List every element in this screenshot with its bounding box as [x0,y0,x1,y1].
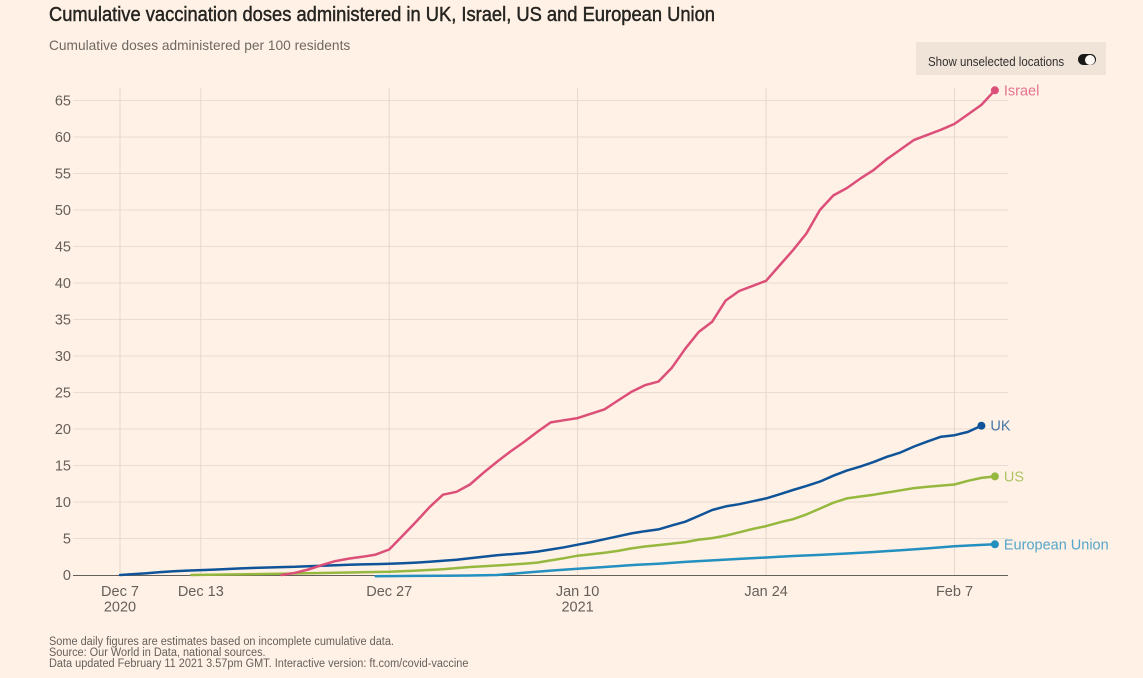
svg-text:20: 20 [55,422,71,438]
svg-text:Jan 24: Jan 24 [744,584,788,600]
svg-text:45: 45 [55,240,71,256]
svg-text:35: 35 [55,313,71,329]
svg-text:65: 65 [55,94,71,110]
svg-text:10: 10 [55,495,71,511]
svg-text:15: 15 [55,459,71,475]
svg-text:Dec 27: Dec 27 [366,584,412,600]
svg-text:40: 40 [55,276,71,292]
svg-text:50: 50 [55,203,71,219]
svg-text:2020: 2020 [104,600,136,616]
svg-text:US: US [1004,469,1024,485]
svg-text:25: 25 [55,386,71,402]
svg-text:UK: UK [990,419,1010,435]
svg-text:30: 30 [55,349,71,365]
svg-text:Israel: Israel [1004,83,1039,99]
svg-text:5: 5 [63,532,71,548]
svg-text:European Union: European Union [1004,537,1109,553]
svg-text:60: 60 [55,130,71,146]
svg-text:55: 55 [55,167,71,183]
svg-text:Feb 7: Feb 7 [936,584,973,600]
svg-text:Dec 13: Dec 13 [178,584,224,600]
svg-text:0: 0 [63,568,71,584]
svg-text:Dec 7: Dec 7 [101,584,139,600]
svg-text:2021: 2021 [561,600,593,616]
svg-text:Jan 10: Jan 10 [556,584,600,600]
